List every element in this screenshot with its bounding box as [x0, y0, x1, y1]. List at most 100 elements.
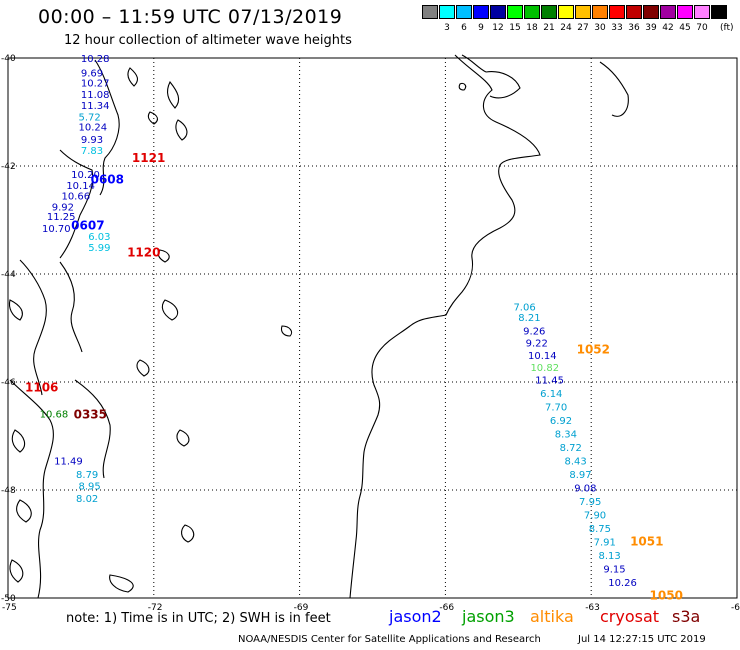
legend-label: 18	[526, 23, 538, 33]
legend-label: 36	[628, 23, 640, 33]
wave-height-label: 10.20	[71, 170, 100, 181]
lat-label: -48	[1, 486, 16, 496]
legend-swatch	[592, 5, 608, 19]
lake-4	[136, 359, 150, 377]
pass-time-label: 0335	[74, 407, 107, 421]
legend-label: 33	[611, 23, 623, 33]
legend-swatch	[677, 5, 693, 19]
legend-swatch	[541, 5, 557, 19]
legend-swatch	[694, 5, 710, 19]
lon-label: -69	[294, 603, 309, 613]
wave-height-label: 8.34	[555, 429, 577, 440]
wave-height-label: 9.22	[526, 339, 548, 350]
satellite-cryosat: cryosat	[600, 607, 660, 626]
wave-height-label: 9.69	[81, 69, 103, 80]
wave-height-label: 10.24	[78, 123, 107, 134]
lon-label: -75	[2, 603, 17, 613]
chile-inner-b	[74, 379, 111, 479]
wave-height-label: 10.27	[81, 78, 110, 89]
wave-height-label: 9.92	[52, 203, 74, 214]
legend-label: 3	[444, 23, 450, 33]
chile-islands-3	[16, 499, 32, 523]
pass-time-label: 0608	[91, 173, 124, 187]
wave-height-label: 7.95	[579, 497, 601, 508]
satellite-jason3: jason3	[462, 607, 515, 626]
wave-height-label: 7.90	[584, 510, 606, 521]
pass-time-label: 1121	[132, 151, 165, 165]
coastline	[8, 54, 629, 599]
longitude-axis-labels: -75 -72 -69 -66 -63 -60	[2, 603, 740, 613]
chile-coast-c	[9, 379, 54, 599]
time-labels: 1121 0608 0607 1120 1106 0335 1052 1051 1050	[25, 151, 683, 602]
wave-height-label: 7.83	[81, 146, 103, 157]
chile-islands-1	[8, 299, 23, 321]
wave-height-label: 7.06	[513, 302, 535, 313]
pass-time-label: 1051	[630, 534, 663, 548]
color-legend: (ft) 3 6 9 12 15 18 21 24 27 30 33 36 39 42 45 70	[422, 5, 740, 39]
fjord-3	[175, 119, 188, 141]
wave-height-label: 7.70	[545, 402, 567, 413]
chile-coast-b	[19, 259, 47, 396]
wave-height-label: 9.15	[603, 564, 625, 575]
wave-height-label: 9.08	[574, 483, 596, 494]
satellite-altika: altika	[530, 607, 574, 626]
map-frame	[7, 57, 738, 599]
legend-swatch	[609, 5, 625, 19]
wave-height-label: 10.68	[40, 409, 69, 420]
legend-label: 21	[543, 23, 555, 33]
lon-label: -60	[731, 603, 740, 613]
legend-swatch	[490, 5, 506, 19]
chile-islands-4	[9, 559, 24, 583]
legend-label: 9	[478, 23, 484, 33]
pass-time-label: 0607	[71, 218, 104, 232]
lake-6	[181, 524, 195, 543]
wave-height-label: 8.13	[598, 551, 620, 562]
wave-height-label: 11.45	[535, 375, 564, 386]
lat-lon-grid	[7, 57, 738, 599]
wave-height-label: 11.08	[81, 90, 110, 101]
wave-height-label: 10.14	[528, 351, 557, 362]
legend-label: 12	[492, 23, 504, 33]
legend-label: 6	[461, 23, 467, 33]
tierra-del-fuego-fragment	[599, 61, 629, 117]
legend-unit: (ft)	[720, 23, 734, 33]
lat-label: -42	[1, 162, 16, 172]
lat-label: -40	[1, 54, 16, 64]
legend-swatch	[575, 5, 591, 19]
wave-height-label: 10.14	[66, 181, 95, 192]
wave-height-label: 10.82	[530, 363, 559, 374]
legend-swatch	[507, 5, 523, 19]
chile-coast-a	[59, 149, 94, 259]
legend-label: 45	[679, 23, 691, 33]
legend-swatch	[643, 5, 659, 19]
argentina-coast	[349, 54, 541, 599]
satellite-jason2: jason2	[389, 607, 442, 626]
lake-7	[109, 574, 134, 593]
observation-labels: 10.28 9.6910.2711.0811.345.7210.249.937.8…	[40, 54, 637, 589]
legend-label: 42	[662, 23, 674, 33]
wave-height-label: 10.28	[81, 54, 110, 65]
legend-swatch	[473, 5, 489, 19]
wave-height-label: 5.99	[88, 243, 110, 254]
lon-label: -66	[439, 603, 454, 613]
wave-height-label: 9.93	[81, 135, 103, 146]
chile-inner-a	[59, 261, 83, 353]
lake-1	[147, 111, 159, 125]
pass-time-label: 1120	[127, 245, 160, 259]
wave-height-label: 11.34	[81, 101, 110, 112]
wave-height-label: 11.49	[54, 456, 83, 467]
legend-swatch	[456, 5, 472, 19]
generated-timestamp: Jul 14 12:27:15 UTC 2019	[578, 634, 706, 645]
wave-height-label: 8.02	[76, 494, 98, 505]
valdes-peninsula	[485, 71, 521, 99]
wave-height-label: 6.92	[550, 416, 572, 427]
chiloe-island	[94, 59, 120, 196]
island-small	[458, 82, 467, 91]
satellite-s3a: s3a	[672, 607, 701, 626]
chile-islands-2	[11, 429, 26, 453]
wave-height-label: 10.66	[61, 192, 90, 203]
wave-height-label: 8.75	[589, 524, 611, 535]
legend-swatch	[439, 5, 455, 19]
lake-5	[176, 429, 190, 447]
